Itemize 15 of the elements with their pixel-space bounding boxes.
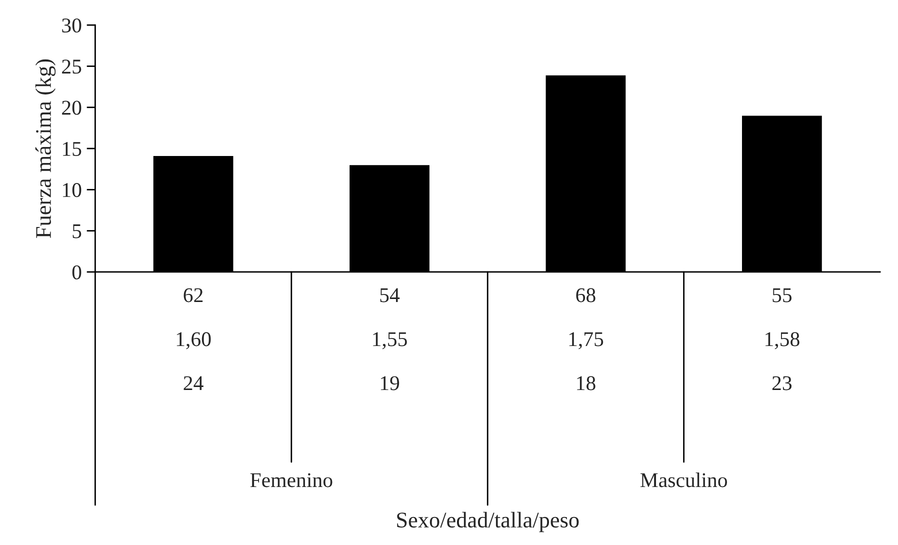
y-tick-label: 5 (72, 224, 82, 238)
y-tick-label: 0 (72, 265, 82, 280)
category-label: 62 1,60 24 (176, 288, 211, 390)
y-tick-label: 10 (62, 183, 82, 198)
text: Masculino (640, 472, 728, 488)
text: Femenino (250, 473, 332, 488)
category-label: 54 1,55 19 (373, 288, 407, 390)
y-tick-label: 20 (62, 100, 82, 115)
y-axis-title: Fuerza máxima (kg) (35, 59, 56, 238)
text: Sexo/edad/talla/peso (397, 512, 579, 532)
y-tick-label: 15 (62, 142, 82, 156)
category-label: 68 1,75 18 (569, 288, 604, 390)
category-label: 55 1,58 23 (766, 288, 800, 390)
y-tick-label: 30 (62, 18, 82, 33)
y-tick-label: 25 (62, 60, 82, 74)
